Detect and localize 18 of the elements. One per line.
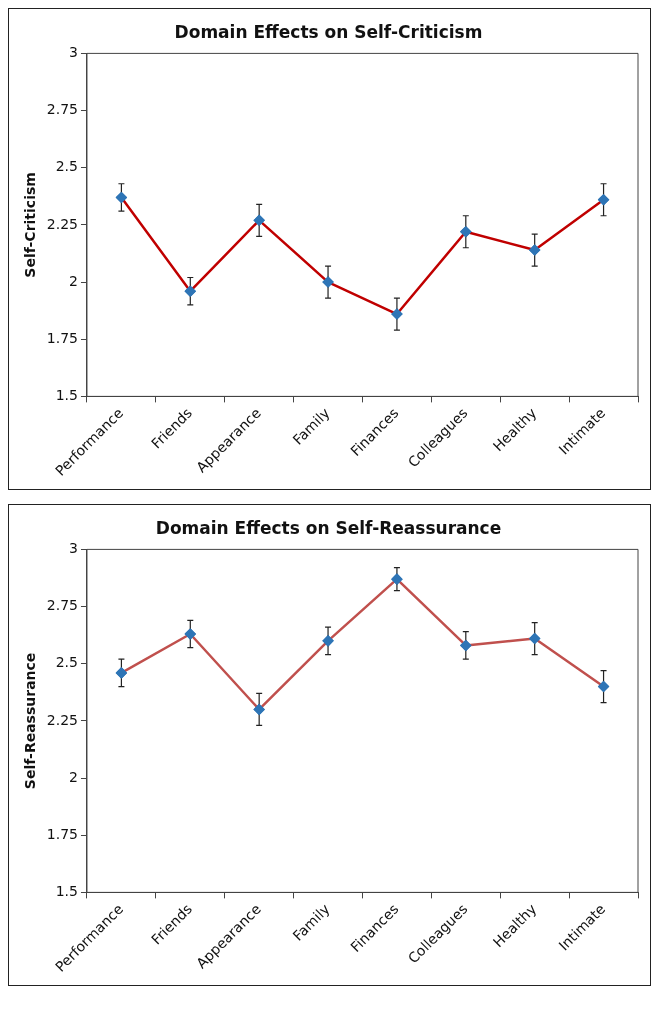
y-tick-label: 1.5 bbox=[55, 387, 78, 404]
chart-title: Domain Effects on Self-Criticism bbox=[174, 21, 483, 42]
y-tick-label: 3 bbox=[69, 44, 78, 61]
y-tick-label: 1.5 bbox=[55, 883, 78, 900]
y-tick-label: 2.75 bbox=[46, 101, 78, 118]
y-tick-label: 2 bbox=[69, 768, 78, 785]
y-tick-label: 2.25 bbox=[46, 215, 78, 232]
y-tick-label: 2.25 bbox=[46, 711, 78, 728]
y-tick-label: 2 bbox=[69, 272, 78, 289]
y-axis-title: Self-Criticism bbox=[22, 172, 39, 278]
y-tick-label: 2.5 bbox=[55, 158, 78, 175]
chart-title: Domain Effects on Self-Reassurance bbox=[155, 517, 502, 538]
y-tick-label: 1.75 bbox=[46, 329, 78, 346]
y-tick-label: 2.75 bbox=[46, 597, 78, 614]
y-tick-label: 3 bbox=[69, 540, 78, 557]
y-tick-label: 2.5 bbox=[55, 654, 78, 671]
y-axis-title: Self-Reassurance bbox=[22, 652, 39, 790]
y-tick-label: 1.75 bbox=[46, 825, 78, 842]
